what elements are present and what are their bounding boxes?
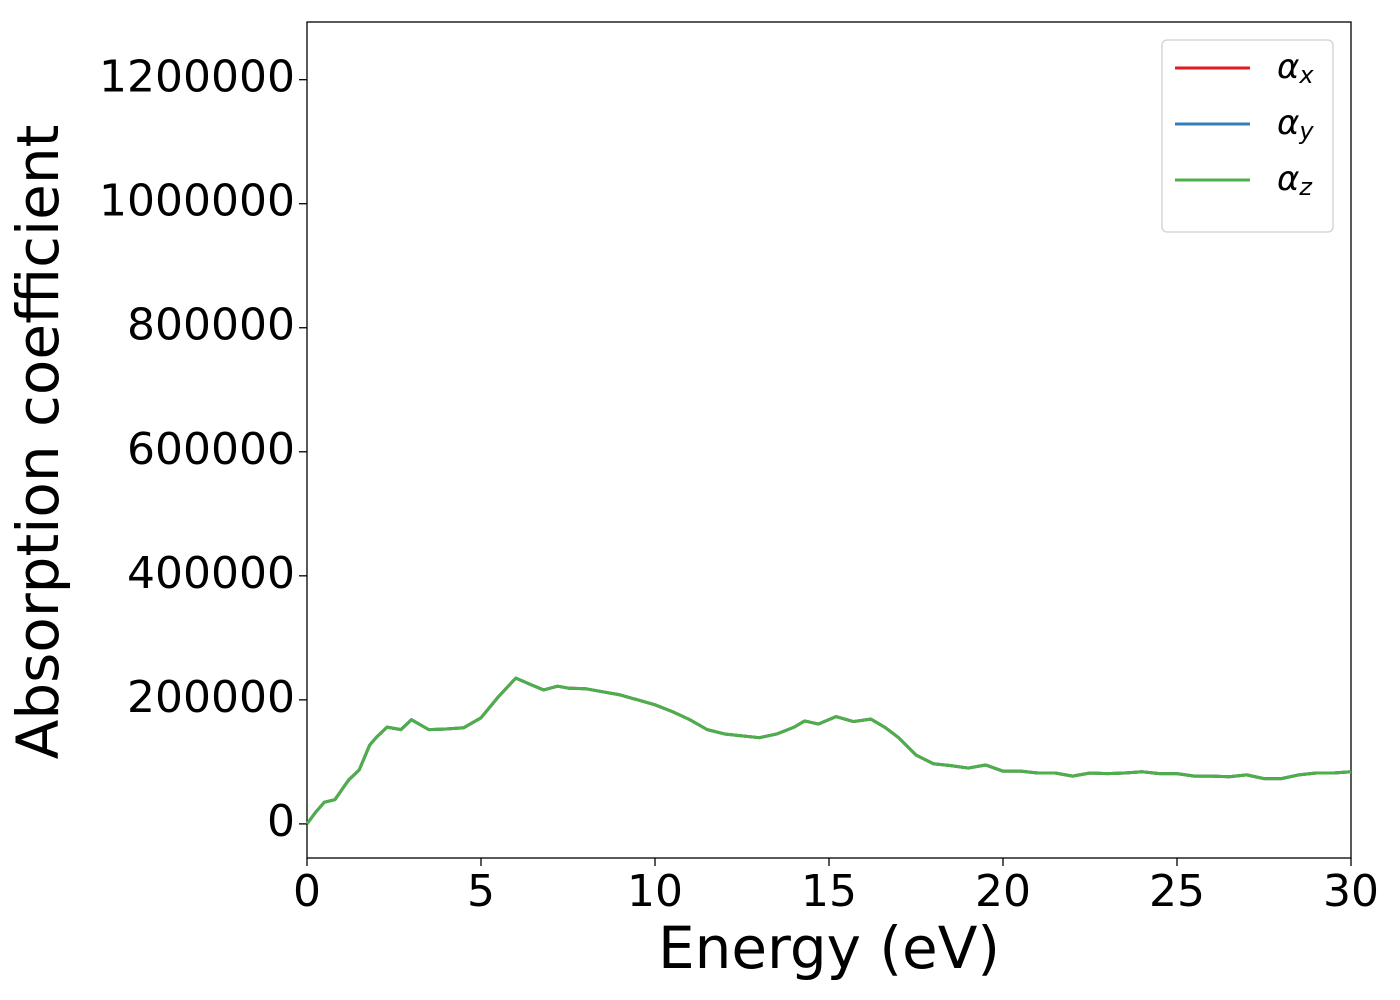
y-tick-label: 1000000 xyxy=(99,176,295,227)
y-axis-label: Absorption coefficient xyxy=(4,125,72,760)
legend-label: αz xyxy=(1277,159,1313,202)
legend-label: αy xyxy=(1277,103,1314,146)
x-tick-label: 5 xyxy=(467,866,495,917)
legend-label: αx xyxy=(1277,47,1314,90)
x-tick-label: 0 xyxy=(293,866,321,917)
x-tick-label: 30 xyxy=(1323,866,1379,917)
legend-box xyxy=(1161,39,1334,233)
x-tick-label: 10 xyxy=(627,866,683,917)
y-tick-label: 800000 xyxy=(127,300,295,351)
x-tick-label: 25 xyxy=(1149,866,1205,917)
x-tick-label: 15 xyxy=(801,866,857,917)
y-tick-label: 600000 xyxy=(127,424,295,475)
x-axis-label: Energy (eV) xyxy=(658,914,1000,982)
x-tick-label: 20 xyxy=(975,866,1031,917)
y-tick-label: 200000 xyxy=(127,672,295,723)
y-tick-label: 1200000 xyxy=(99,52,295,103)
y-tick-label: 400000 xyxy=(127,548,295,599)
line-series xyxy=(305,676,1352,825)
y-tick-label: 0 xyxy=(267,796,295,847)
